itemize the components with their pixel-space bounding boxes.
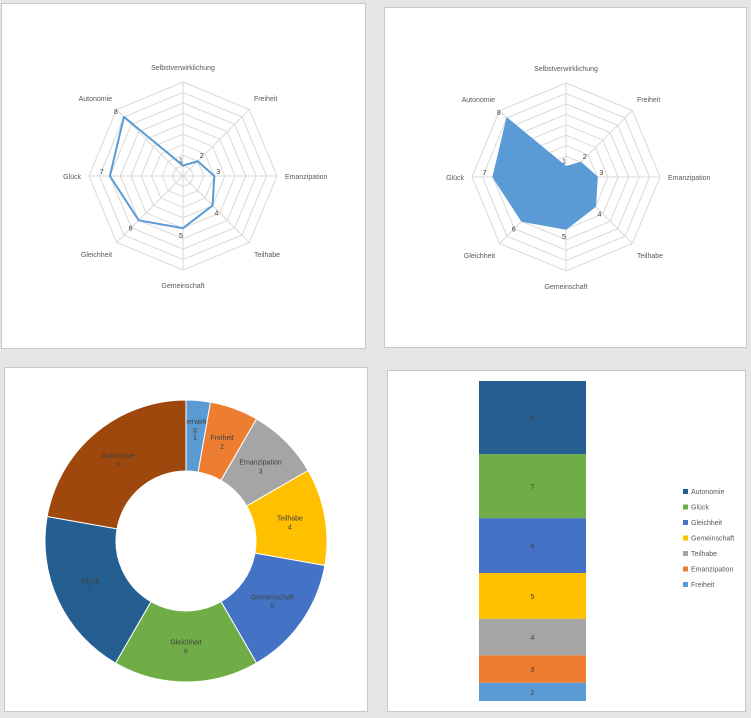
slice-value-gemeinschaft: 5 xyxy=(270,604,274,611)
axis-label-glueck: Glück xyxy=(446,175,464,182)
slice-label-freiheit: Freiheit xyxy=(210,435,233,442)
radar-spoke xyxy=(182,109,250,177)
bar-label-glueck: 7 xyxy=(531,484,535,491)
data-label: 5 xyxy=(562,234,566,241)
data-label: 6 xyxy=(512,226,516,233)
slice-value-selbstverwirklichun: 1 xyxy=(193,435,197,442)
legend-label-autonomie: Autonomie xyxy=(691,489,725,496)
data-label: 7 xyxy=(483,170,487,177)
radar-filled-chart-panel[interactable]: 1 2 3 4 5 6 7 8 Selbstverwirklichung Freiheit Eman… xyxy=(384,7,747,348)
donut-slice-glueck xyxy=(44,515,152,664)
legend: Autonomie Glück Gleichheit Gemeinschaft Teil… xyxy=(683,489,734,589)
slice-value-teilhabe: 4 xyxy=(288,525,292,532)
slice-label-gleichheit: Gleichheit xyxy=(170,640,201,647)
slice-value-gleichheit: 6 xyxy=(184,649,188,656)
legend-swatch-gleichheit xyxy=(683,520,688,525)
stacked-bar-chart-panel[interactable]: 2 3 4 5 6 7 8 Autonomie Glück Gleichheit Gemeinsch… xyxy=(387,370,746,712)
stacked-bar-chart: 2 3 4 5 6 7 8 Autonomie Glück Gleichheit Gemeinsch… xyxy=(479,381,734,701)
slice-label-glueck: Glück xyxy=(81,579,99,586)
axis-label-gleichheit: Gleichheit xyxy=(81,252,112,259)
legend-label-gemeinschaft: Gemeinschaft xyxy=(691,536,734,543)
slice-value-glueck: 7 xyxy=(88,588,92,595)
axis-label-gleichheit: Gleichheit xyxy=(464,253,495,260)
bar-label-gemeinschaft: 5 xyxy=(531,594,535,601)
slice-label-gemeinschaft: Gemeinschaft xyxy=(251,595,294,602)
data-label: 5 xyxy=(179,233,183,240)
data-label: 2 xyxy=(200,153,204,160)
axis-label-gemeinschaft: Gemeinschaft xyxy=(161,283,204,290)
legend-swatch-freiheit xyxy=(683,582,688,587)
slice-label-emanzipation: Emanzipation xyxy=(239,459,282,466)
donut-slice-autonomie xyxy=(46,399,187,530)
data-label: 8 xyxy=(497,110,501,117)
axis-label-freiheit: Freiheit xyxy=(254,96,277,103)
axis-label-teilhabe: Teilhabe xyxy=(254,252,280,259)
slice-label-teilhabe: Teilhabe xyxy=(277,516,303,523)
radar-spoke xyxy=(116,175,184,243)
axis-label-emanzipation: Emanzipation xyxy=(668,175,711,182)
radar-spoke xyxy=(182,175,250,243)
legend-swatch-gemeinschaft xyxy=(683,535,688,541)
data-label: 1 xyxy=(179,158,183,165)
radar-line-chart-panel[interactable]: 1 2 3 4 5 6 7 8 Selbstverwirklichung Freiheit Eman… xyxy=(1,3,366,349)
axis-label-selbstverwirklichung: Selbstverwirklichung xyxy=(151,65,215,72)
bar-segment-gemeinschaft xyxy=(479,573,586,619)
bar-segment-gleichheit xyxy=(479,518,586,573)
slice-label-selbstverwirklichun: Selbstverwirklichun xyxy=(165,419,225,426)
axis-label-teilhabe: Teilhabe xyxy=(637,253,663,260)
legend-label-teilhabe: Teilhabe xyxy=(691,551,717,558)
bar-segment-freiheit xyxy=(479,682,586,701)
axis-label-emanzipation: Emanzipation xyxy=(285,174,328,181)
legend-label-gleichheit: Gleichheit xyxy=(691,520,722,527)
data-label: 4 xyxy=(598,212,602,219)
bar-label-emanzipation: 3 xyxy=(531,667,535,674)
data-label: 2 xyxy=(583,154,587,161)
data-label: 8 xyxy=(114,109,118,116)
radar-line-chart: 1 2 3 4 5 6 7 8 Selbstverwirklichung Freiheit Eman… xyxy=(63,65,328,290)
bar-segment-emanzipation xyxy=(479,655,586,683)
legend-swatch-autonomie xyxy=(683,489,688,494)
axis-label-gemeinschaft: Gemeinschaft xyxy=(544,284,587,291)
axis-label-glueck: Glück xyxy=(63,174,81,181)
legend-label-glueck: Glück xyxy=(691,505,709,512)
donut-chart-panel[interactable]: Selbstverwirklichun g 1 Freiheit 2 Emanzipati… xyxy=(4,367,368,712)
data-label: 4 xyxy=(215,211,219,218)
legend-label-emanzipation: Emanzipation xyxy=(691,567,734,574)
axis-label-selbstverwirklichung: Selbstverwirklichung xyxy=(534,66,598,73)
data-label: 3 xyxy=(599,170,603,177)
slice-value-freiheit: 2 xyxy=(220,444,224,451)
axis-label-autonomie: Autonomie xyxy=(79,96,113,103)
bar-label-freiheit: 2 xyxy=(531,690,535,697)
data-label: 1 xyxy=(562,159,566,166)
legend-swatch-teilhabe xyxy=(683,551,688,556)
bar-segment-teilhabe xyxy=(479,618,586,656)
data-label: 3 xyxy=(216,169,220,176)
radar-filled-chart: 1 2 3 4 5 6 7 8 Selbstverwirklichung Freiheit Eman… xyxy=(446,66,711,291)
legend-label-freiheit: Freiheit xyxy=(691,582,714,589)
bar-label-autonomie: 8 xyxy=(531,416,535,423)
legend-swatch-glueck xyxy=(683,504,688,510)
data-label: 6 xyxy=(129,225,133,232)
radar-series-line xyxy=(108,115,216,230)
bar-segment-autonomie xyxy=(479,381,586,455)
bar-segment-glueck xyxy=(479,454,586,519)
slice-value-autonomie: 8 xyxy=(116,462,120,469)
radar-series-area xyxy=(492,117,598,230)
axis-label-freiheit: Freiheit xyxy=(637,97,660,104)
axis-label-autonomie: Autonomie xyxy=(462,97,496,104)
slice-label-autonomie: Autonomie xyxy=(101,453,135,460)
slice-label-suffix: g xyxy=(193,427,197,434)
slice-value-emanzipation: 3 xyxy=(259,468,263,475)
data-label: 7 xyxy=(100,169,104,176)
legend-swatch-emanzipation xyxy=(683,566,688,572)
bar-label-gleichheit: 6 xyxy=(531,544,535,551)
bar-label-teilhabe: 4 xyxy=(531,635,535,642)
